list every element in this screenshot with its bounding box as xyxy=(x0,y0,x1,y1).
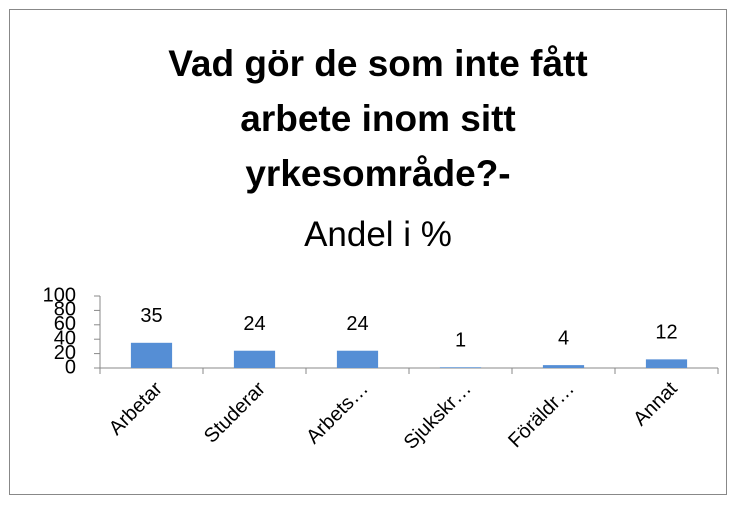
y-tick-label: 0 xyxy=(65,356,76,378)
data-label: 12 xyxy=(655,322,677,344)
bar xyxy=(130,342,173,368)
y-tick-label: 100 xyxy=(43,284,76,306)
data-label: 24 xyxy=(243,313,265,335)
x-tick-label: Arbetar xyxy=(105,377,167,439)
chart-border xyxy=(9,9,727,495)
y-tick-label: 40 xyxy=(54,327,76,349)
data-label: 1 xyxy=(455,330,466,352)
bar xyxy=(233,350,276,368)
x-tick-label: Annat xyxy=(629,377,682,430)
data-label: 4 xyxy=(558,327,569,349)
bar xyxy=(542,365,585,368)
y-tick-label: 20 xyxy=(54,342,76,364)
y-tick-label: 60 xyxy=(54,313,76,335)
chart-title: Vad gör de som inte fått arbete inom sit… xyxy=(168,43,588,194)
x-tick-label: Föräldr… xyxy=(504,378,579,453)
chart-subtitle: Andel i % xyxy=(304,215,452,254)
y-tick-label: 80 xyxy=(54,299,76,321)
bar xyxy=(336,350,379,368)
data-label: 35 xyxy=(140,305,162,327)
data-label: 24 xyxy=(346,313,368,335)
bar xyxy=(439,367,482,368)
x-tick-label: Studerar xyxy=(200,377,270,447)
x-tick-label: Arbets… xyxy=(302,378,373,449)
x-tick-label: Sjukskr… xyxy=(400,378,476,454)
bar xyxy=(645,359,688,368)
